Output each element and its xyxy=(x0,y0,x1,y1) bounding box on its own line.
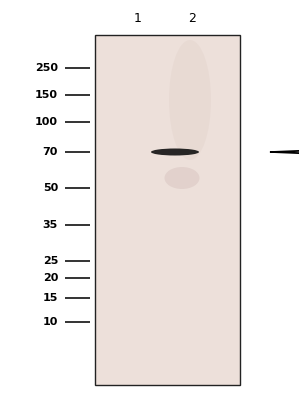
Text: 1: 1 xyxy=(134,12,142,24)
Text: 35: 35 xyxy=(43,220,58,230)
Ellipse shape xyxy=(169,40,211,160)
Bar xyxy=(95,35,240,385)
Text: 100: 100 xyxy=(35,117,58,127)
Text: 50: 50 xyxy=(43,183,58,193)
Text: 20: 20 xyxy=(43,273,58,283)
Text: 150: 150 xyxy=(35,90,58,100)
Text: 10: 10 xyxy=(43,317,58,327)
Text: 70: 70 xyxy=(43,147,58,157)
Text: 15: 15 xyxy=(43,293,58,303)
Ellipse shape xyxy=(164,167,199,189)
Text: 25: 25 xyxy=(43,256,58,266)
Ellipse shape xyxy=(151,148,199,156)
Text: 250: 250 xyxy=(35,63,58,73)
Text: 2: 2 xyxy=(188,12,196,24)
